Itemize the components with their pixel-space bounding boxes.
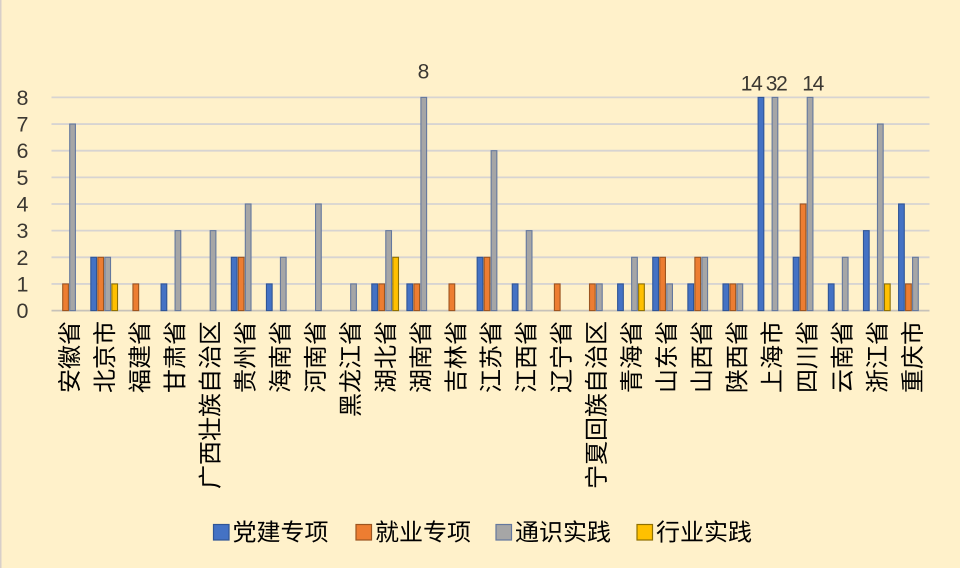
svg-text:32: 32 <box>766 73 787 96</box>
svg-text:14: 14 <box>741 73 763 96</box>
svg-text:0: 0 <box>17 299 29 323</box>
svg-text:4: 4 <box>17 193 29 217</box>
svg-text:8: 8 <box>418 61 430 84</box>
svg-text:5: 5 <box>17 166 29 190</box>
svg-text:7: 7 <box>17 113 29 137</box>
svg-text:8: 8 <box>17 86 29 110</box>
svg-text:3: 3 <box>17 219 29 243</box>
svg-text:1: 1 <box>17 273 29 297</box>
svg-text:2: 2 <box>17 246 29 270</box>
svg-text:6: 6 <box>17 139 29 163</box>
svg-text:14: 14 <box>802 73 824 96</box>
